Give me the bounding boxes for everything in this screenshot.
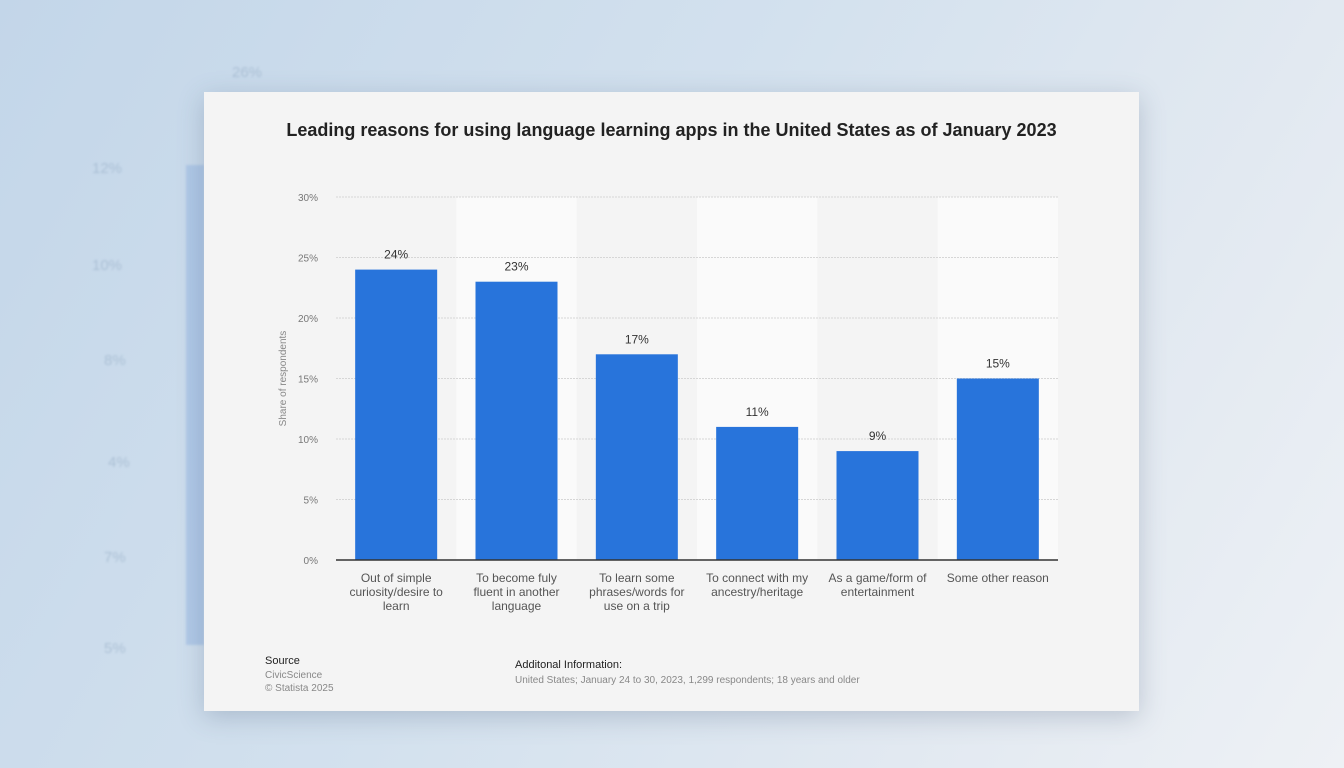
data-label: 23% xyxy=(504,260,528,274)
bar-chart: 0% 5% 10% 15% 20% 25% 30% Share of respondents 2… xyxy=(278,193,1058,613)
background-ghost-label: 4% xyxy=(108,454,130,471)
x-tick-label: To learn some phrases/words for use on a t… xyxy=(589,571,684,613)
bar xyxy=(595,354,678,560)
data-label: 24% xyxy=(384,248,408,262)
data-label: 11% xyxy=(746,405,769,419)
background-ghost-label: 7% xyxy=(104,549,126,566)
data-label: 17% xyxy=(625,332,649,346)
background-ghost-label: 12% xyxy=(92,160,123,177)
x-tick-label: To become fuly fluent in another language xyxy=(473,571,559,613)
y-tick-label: 0% xyxy=(304,556,319,567)
y-tick-label: 20% xyxy=(298,314,318,325)
background-blurred-bar xyxy=(186,165,204,645)
additional-info-label: Additonal Information: xyxy=(515,659,623,671)
bar xyxy=(956,378,1039,560)
additional-info-text: United States; January 24 to 30, 2023, 1… xyxy=(515,675,860,686)
x-tick-label: To connect with my ancestry/heritage xyxy=(706,571,808,599)
bar xyxy=(716,426,799,560)
data-label: 15% xyxy=(986,357,1010,371)
y-tick-label: 25% xyxy=(298,254,318,265)
y-tick-label: 5% xyxy=(304,496,319,507)
bar xyxy=(475,281,558,560)
chart-title: Leading reasons for using language learn… xyxy=(286,120,1057,140)
x-tick-label: Out of simple curiosity/desire to learn xyxy=(349,571,443,613)
x-tick-label: Some other reason xyxy=(947,571,1049,585)
source-name[interactable]: CivicScience xyxy=(265,670,323,681)
y-tick-label: 30% xyxy=(298,193,318,204)
background-ghost-label: 10% xyxy=(92,257,123,274)
data-label: 9% xyxy=(869,429,887,443)
source-label: Source xyxy=(265,655,300,667)
y-axis-label: Share of respondents xyxy=(278,331,289,427)
y-tick-label: 15% xyxy=(298,375,318,386)
copyright: © Statista 2025 xyxy=(265,683,334,694)
bar xyxy=(355,269,438,560)
y-tick-label: 10% xyxy=(298,435,318,446)
background-ghost-label: 5% xyxy=(104,640,126,657)
background-ghost-label: 8% xyxy=(104,352,126,369)
background-ghost-label: 26% xyxy=(232,64,263,81)
bar xyxy=(836,451,919,560)
x-tick-label: As a game/form of entertainment xyxy=(828,571,927,599)
chart-card: Leading reasons for using language learn… xyxy=(204,92,1139,711)
